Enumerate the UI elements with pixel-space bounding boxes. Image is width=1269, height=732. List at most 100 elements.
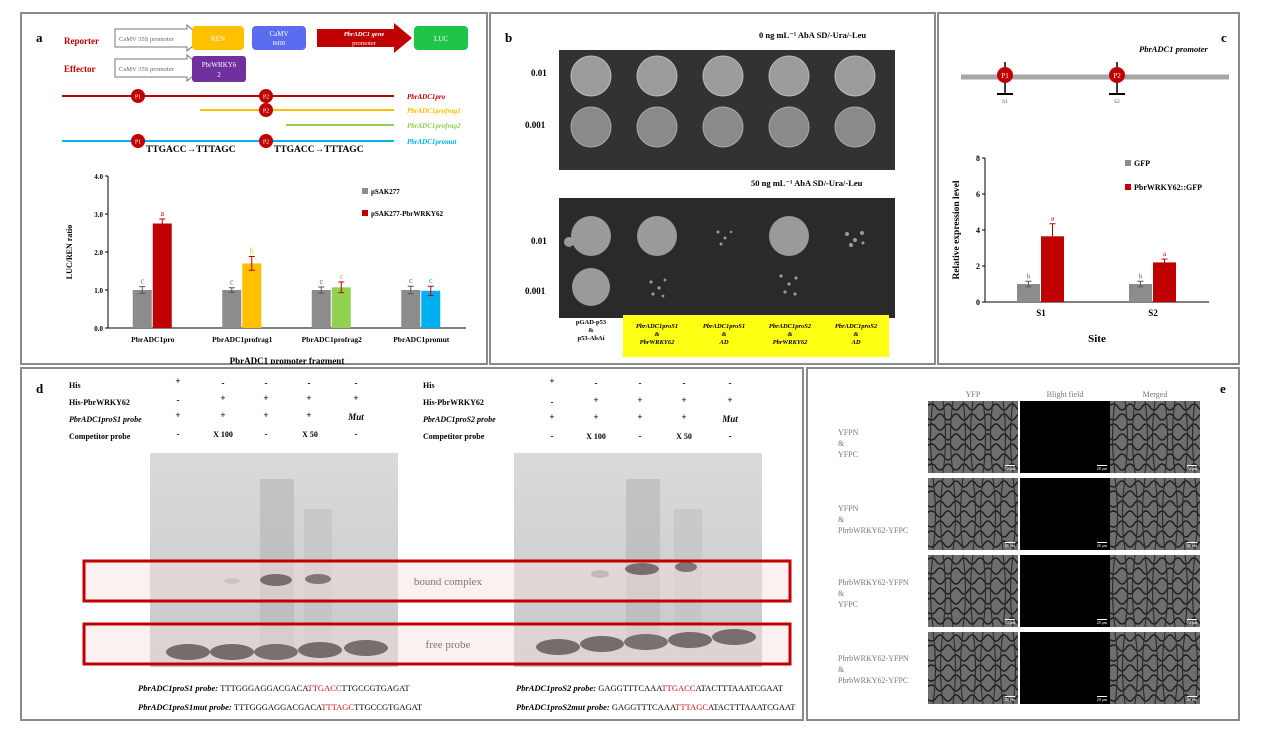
scale-bar: 20 μm bbox=[1096, 696, 1107, 702]
svg-text:P2: P2 bbox=[263, 140, 269, 146]
cell-pattern bbox=[1110, 478, 1200, 550]
cell-r-wrky-3: + bbox=[637, 395, 643, 405]
chart-a-err-0-2 bbox=[318, 286, 325, 294]
chart-c-ytick-label-1: 2 bbox=[976, 262, 980, 271]
micrograph-r1-c1: 20 μm bbox=[928, 401, 1018, 473]
strain-label-4: PbrADC1proS2 & AD bbox=[823, 315, 889, 357]
panel-b-label: b bbox=[505, 30, 513, 45]
cell-l-his-2: - bbox=[221, 378, 225, 388]
chart-a-bar-0-3 bbox=[401, 290, 421, 328]
chart-a-letter-0-0: c bbox=[140, 277, 144, 286]
chart-a-letter-0-1: c bbox=[230, 278, 234, 287]
micrograph-r3-c1: 20 μm bbox=[928, 555, 1018, 627]
micrograph-r2-c1: 20 μm bbox=[928, 478, 1018, 550]
panel-d-label: d bbox=[36, 381, 44, 396]
frag-pro-label: PbrADC1pro bbox=[407, 93, 446, 101]
left-row-his: His bbox=[69, 381, 81, 390]
mutation-text-2: TTGACC→TTTAGC bbox=[274, 145, 364, 155]
right-row-his-wrky: His-PbrWRKY62 bbox=[423, 398, 484, 407]
chart-a-letter-1-1: b bbox=[250, 247, 254, 256]
chart-a-xlabel: PbrADC1 promoter fragment bbox=[230, 356, 345, 364]
cell-r-probe-5: Mut bbox=[722, 414, 738, 424]
cell-l-wrky-2: + bbox=[220, 393, 226, 403]
cell-r-his-4: - bbox=[682, 378, 686, 388]
col-merged: Merged bbox=[1142, 390, 1168, 399]
chart-c-letter-0-1: b bbox=[1139, 272, 1143, 280]
left-row-competitor: Competitor probe bbox=[69, 432, 131, 441]
row1-label: YFPN & YFPC bbox=[838, 428, 859, 459]
panel-c-label: c bbox=[1221, 30, 1227, 45]
plate-bottom bbox=[559, 198, 895, 318]
effector-gene-text-1: PbrWRKY6 bbox=[202, 61, 237, 69]
chart-c-err-0-1 bbox=[1137, 280, 1144, 288]
emsa-gels: bound complex free probe bbox=[82, 453, 792, 667]
cell-l-wrky-3: + bbox=[263, 393, 269, 403]
cell-l-his-5: - bbox=[354, 378, 358, 388]
cell-l-wrky-1: - bbox=[176, 395, 180, 405]
chart-c-legend-swatch-1 bbox=[1125, 184, 1131, 190]
p1-marker-top: P1 bbox=[131, 89, 145, 103]
strain-label-0: pGAD-p53 & p53-AbAi bbox=[575, 319, 607, 342]
cell-l-his-3: - bbox=[264, 378, 268, 388]
chart-a-bar-0-0 bbox=[132, 290, 152, 328]
chart-a-bar-0-1 bbox=[222, 290, 242, 328]
panel-a-chart: 0.0 1.0 2.0 3.0 4.0 PbrADC1pro c a PbrADC1profra… bbox=[65, 173, 466, 364]
cell-r-probe-2: + bbox=[593, 412, 599, 422]
free-band-r5 bbox=[712, 629, 756, 645]
chart-a-ytick-label-1: 1.0 bbox=[94, 287, 103, 295]
chart-a-cat-label-0: PbrADC1pro bbox=[131, 335, 174, 344]
cell-pattern bbox=[928, 632, 1018, 704]
colonies-top-row1 bbox=[570, 55, 876, 97]
chart-c-err-0-0 bbox=[1025, 280, 1032, 288]
panel-e: e YFP Blight field Merged YFPN & YFPC YFPN… bbox=[806, 367, 1240, 721]
chart-c-letter-0-0: b bbox=[1027, 272, 1031, 280]
right-row-his: His bbox=[423, 381, 435, 390]
chart-a-legend-swatch-1 bbox=[362, 210, 368, 216]
ren-box bbox=[192, 26, 244, 50]
p2-marker-top: P2 bbox=[259, 89, 273, 103]
colonies-bottom-row2 bbox=[572, 268, 798, 306]
seq-s2mut: PbrADC1proS2mut probe: GAGGTTTCAAATTTAGC… bbox=[516, 702, 796, 712]
cell-l-comp-1: - bbox=[176, 429, 180, 439]
cell-l-probe-2: + bbox=[220, 410, 226, 420]
scale-bar: 20 μm bbox=[1186, 619, 1197, 625]
cell-l-comp-2: X 100 bbox=[213, 430, 233, 439]
gene-promoter-text-1: PbrADC1 gene bbox=[344, 31, 385, 38]
strain-label-1: PbrADC1proS1 & PbrWRKY62 bbox=[623, 315, 691, 357]
scale-bar: 20 μm bbox=[1004, 542, 1015, 548]
seq-s2: PbrADC1proS2 probe: GAGGTTTCAAATTGACCATA… bbox=[516, 683, 783, 693]
micrograph-r4-c3: 20 μm bbox=[1110, 632, 1200, 704]
chart-a-bar-0-2 bbox=[311, 290, 331, 328]
panel-a-constructs: Reporter Effector CaMV 35S promoter REN … bbox=[62, 23, 468, 155]
cell-l-comp-4: X 50 bbox=[302, 430, 318, 439]
cell-r-wrky-4: + bbox=[681, 395, 687, 405]
chart-a-cat-label-3: PbrADC1promut bbox=[393, 335, 450, 344]
chart-a-letter-0-2: c bbox=[319, 277, 323, 286]
col-yfp: YFP bbox=[965, 390, 981, 399]
chart-a-cat-label-2: PbrADC1profrag2 bbox=[302, 335, 363, 344]
cell-pattern bbox=[1110, 555, 1200, 627]
colonies-bottom-row1 bbox=[564, 216, 865, 256]
cell-pattern bbox=[1110, 632, 1200, 704]
chart-a-letter-1-0: a bbox=[160, 209, 164, 218]
cell-r-comp-5: - bbox=[728, 431, 732, 441]
chart-a-ytick-label-3: 3.0 bbox=[94, 211, 103, 219]
chart-c-err-1-0 bbox=[1049, 223, 1056, 250]
chart-c-legend-label-1: PbrWRKY62::GFP bbox=[1134, 183, 1202, 192]
frag-mut-label: PbrADC1promut bbox=[407, 138, 457, 146]
plate-title-bottom: 50 ng mL⁻¹ AbA SD/-Ura/-Leu bbox=[751, 178, 863, 188]
chart-a-err-0-1 bbox=[228, 287, 235, 293]
scale-bar: 20 μm bbox=[1096, 619, 1107, 625]
yeast-plates bbox=[559, 50, 895, 318]
s1-label: S1 bbox=[1002, 99, 1008, 105]
panel-b: b 0 ng mL⁻¹ AbA SD/-Ura/-Leu 50 ng mL⁻¹ … bbox=[489, 12, 936, 365]
bound-band-r3 bbox=[625, 563, 659, 575]
chart-c-bar-0-1 bbox=[1129, 284, 1152, 302]
cell-r-comp-3: - bbox=[638, 431, 642, 441]
strain-label-2: PbrADC1proS1 & AD bbox=[691, 315, 757, 357]
term-box bbox=[252, 26, 306, 50]
micrograph-r2-c3: 20 μm bbox=[1110, 478, 1200, 550]
cell-l-probe-4: + bbox=[306, 410, 312, 420]
scale-bar: 20 μm bbox=[1096, 542, 1107, 548]
